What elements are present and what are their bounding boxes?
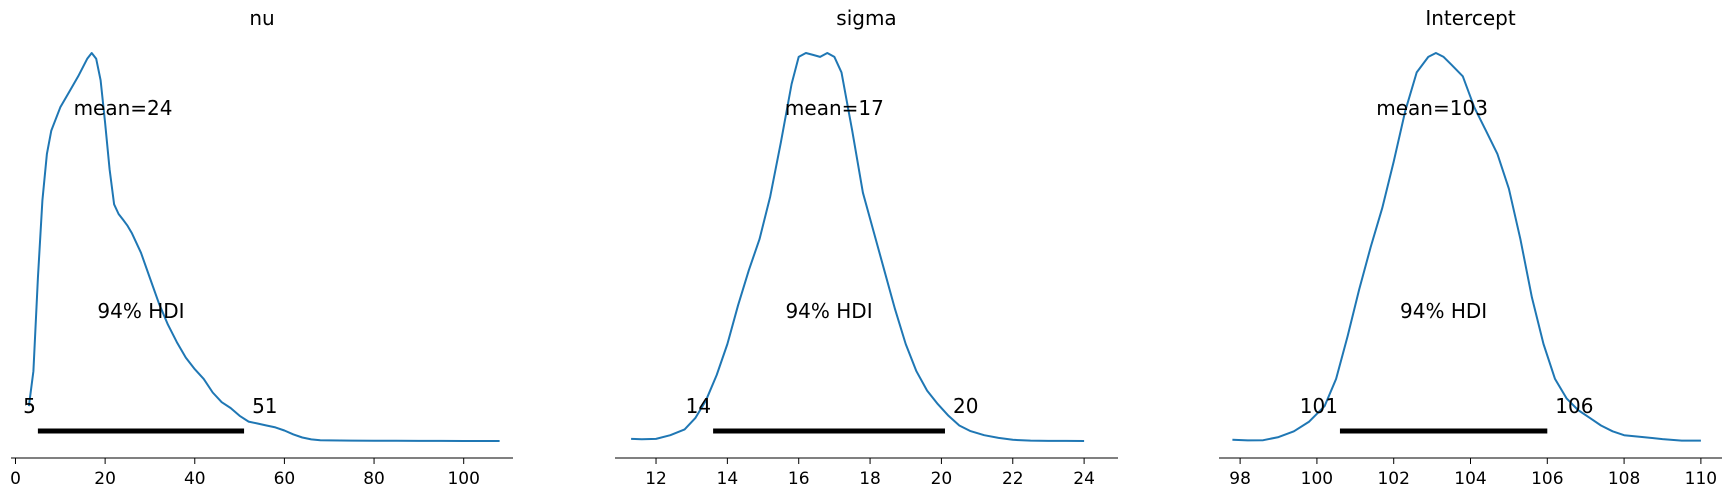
density-line <box>631 52 1085 442</box>
hdi-upper-label: 51 <box>252 394 277 418</box>
hdi-lower-label: 5 <box>23 394 36 418</box>
x-tick-label: 24 <box>1073 469 1095 489</box>
x-tick-label: 0 <box>10 469 21 489</box>
hdi-lower-label: 101 <box>1300 394 1338 418</box>
hdi-lower-label: 14 <box>686 394 711 418</box>
x-tick-label: 98 <box>1229 469 1251 489</box>
x-tick-label: 110 <box>1685 469 1717 489</box>
panel-sigma: sigma mean=17 94% HDI 14 20 12 14 16 18 20 22 24 <box>615 6 1118 489</box>
x-tick-label: 20 <box>931 469 953 489</box>
x-tick-label: 18 <box>859 469 881 489</box>
mean-label: mean=17 <box>785 96 884 120</box>
x-tick-label: 60 <box>274 469 296 489</box>
panel-nu: nu mean=24 94% HDI 5 51 0 20 40 60 80 100 <box>10 6 513 489</box>
hdi-label: 94% HDI <box>97 299 184 323</box>
hdi-label: 94% HDI <box>1400 299 1487 323</box>
mean-label: mean=24 <box>74 96 173 120</box>
panel-title: sigma <box>836 6 896 30</box>
hdi-upper-label: 106 <box>1555 394 1593 418</box>
x-tick-label: 106 <box>1531 469 1563 489</box>
x-tick-label: 108 <box>1608 469 1640 489</box>
x-tick-label: 12 <box>645 469 667 489</box>
x-tick-label: 80 <box>363 469 385 489</box>
panel-title: Intercept <box>1425 6 1516 30</box>
panel-title: nu <box>249 6 274 30</box>
mean-label: mean=103 <box>1376 96 1488 120</box>
x-tick-label: 100 <box>447 469 479 489</box>
x-tick-label: 20 <box>94 469 116 489</box>
density-line <box>27 52 500 442</box>
x-tick-label: 102 <box>1377 469 1409 489</box>
hdi-upper-label: 20 <box>953 394 978 418</box>
panel-intercept: Intercept mean=103 94% HDI 101 106 98 100 102 10… <box>1219 6 1722 489</box>
x-tick-label: 104 <box>1454 469 1486 489</box>
x-tick-label: 22 <box>1002 469 1024 489</box>
x-tick-label: 14 <box>717 469 739 489</box>
density-line <box>1232 52 1701 442</box>
x-tick-label: 16 <box>788 469 810 489</box>
x-tick-label: 100 <box>1301 469 1333 489</box>
hdi-label: 94% HDI <box>785 299 872 323</box>
x-tick-label: 40 <box>184 469 206 489</box>
